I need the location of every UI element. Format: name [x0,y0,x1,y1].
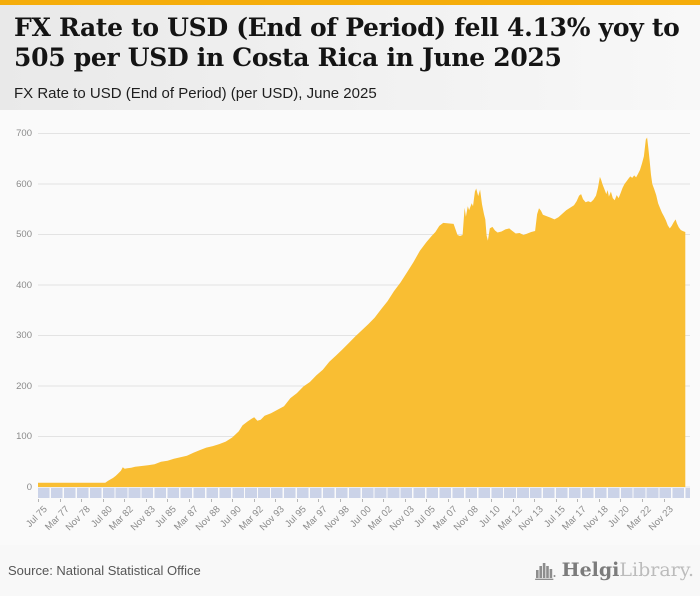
logo-text-helgi: Helgi [561,559,620,581]
fx-rate-area-chart: 700 600 500 400 300 200 100 0 Jul 75 Mar 77 Nov 78… [0,110,700,545]
x-axis-tick [490,499,492,502]
chart-subtitle: FX Rate to USD (End of Period) (per USD)… [14,85,377,102]
year-strip [38,488,690,498]
x-axis-tick [275,499,277,502]
x-axis-tick [577,499,579,502]
x-axis-tick [167,499,169,502]
logo-text-library: Library. [619,559,694,581]
x-axis-tick [210,499,212,502]
x-axis-tick [469,499,471,502]
fx-rate-area-series[interactable] [38,137,686,488]
x-axis-tick [555,499,557,502]
x-axis-tick [641,499,643,502]
x-axis-tick [232,499,234,502]
x-axis-tick [383,499,385,502]
chart-header: FX Rate to USD (End of Period) fell 4.13… [0,5,700,110]
y-axis-label: 400 [16,279,32,291]
x-axis-tick [620,499,622,502]
chart-title: FX Rate to USD (End of Period) fell 4.13… [14,13,680,72]
x-axis-tick [663,499,665,502]
y-axis-label: 200 [16,380,32,392]
y-axis-label: 100 [16,431,32,442]
helgi-library-logo[interactable]: Helgi Library. [534,553,694,587]
area-plot-svg [38,133,690,488]
x-axis-tick [145,499,147,502]
x-axis-tick [404,499,406,502]
x-axis-tick [426,499,428,502]
x-axis-tick [598,499,600,502]
y-axis-label: 300 [16,330,32,341]
x-axis-tick [361,499,363,502]
top-accent-bar [0,0,700,5]
x-axis-tick [81,499,83,502]
y-axis-label: 0 [26,481,32,493]
x-axis-tick [253,499,255,502]
x-axis-tick [296,499,298,502]
x-axis-tick [512,499,514,502]
x-axis-tick [339,499,341,502]
source-text: Source: National Statistical Office [8,563,201,578]
y-axis-label: 700 [16,128,32,139]
bar-chart-logo-icon [534,563,556,580]
footer: Source: National Statistical Office Helg… [0,545,700,596]
x-axis-tick [318,499,320,502]
y-axis-label: 500 [16,229,32,240]
x-axis-tick [188,499,190,502]
x-axis-tick [447,499,449,502]
x-axis-tick [124,499,126,502]
x-axis-tick [102,499,104,502]
x-axis-tick [534,499,536,502]
x-axis-tick [38,499,39,502]
x-axis-tick [59,499,61,502]
y-axis-label: 600 [16,178,32,190]
